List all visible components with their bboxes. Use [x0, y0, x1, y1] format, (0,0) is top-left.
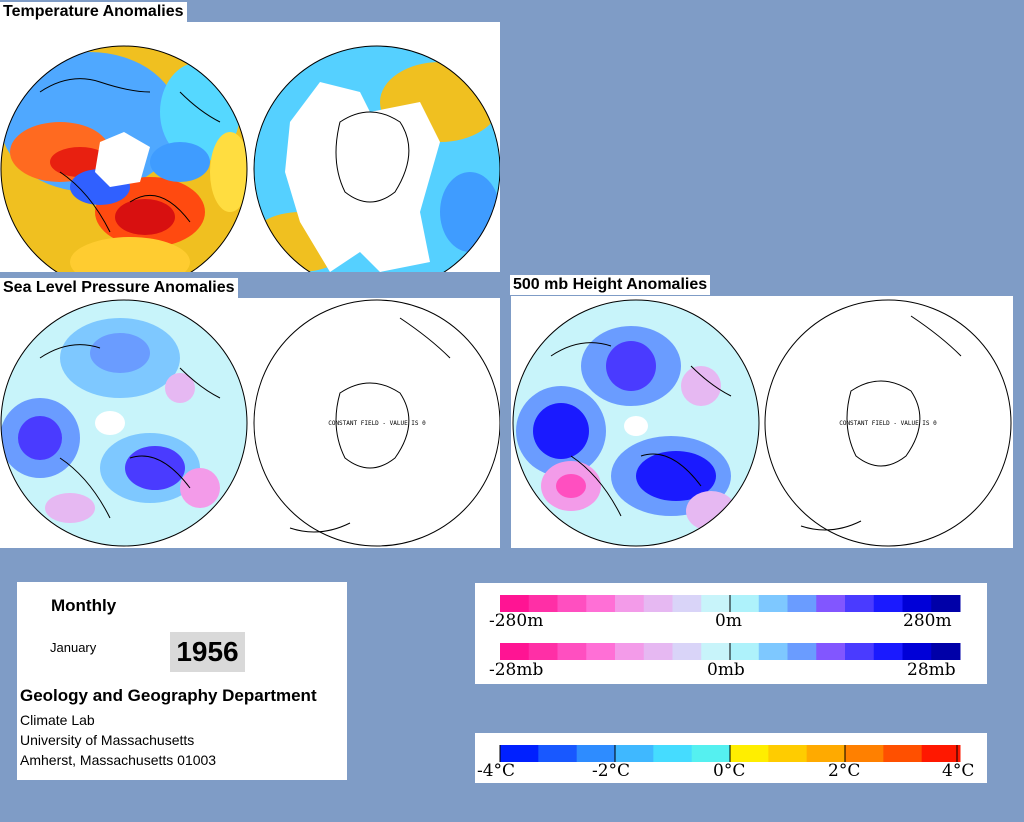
period-label: Monthly	[51, 596, 117, 615]
bar-pressure-segment	[701, 643, 731, 660]
bar-temp-segment	[615, 745, 654, 762]
bar-height-segment	[528, 595, 558, 612]
bar-pressure-segment	[931, 643, 961, 660]
slp-constant-field-label: CONSTANT FIELD - VALUE IS 0	[328, 420, 426, 427]
nh-temperature-globe	[1, 46, 247, 272]
height-panel: CONSTANT FIELD - VALUE IS 0	[511, 296, 1013, 548]
sh-slp-globe	[253, 299, 500, 547]
bar-temp-segment	[845, 745, 884, 762]
anomaly-color-bars	[500, 595, 961, 660]
bar-pressure-segment	[758, 643, 788, 660]
height-scale-min: -280m	[489, 611, 544, 631]
bar-height-segment	[845, 595, 875, 612]
university-label: University of Massachusetts	[20, 732, 195, 748]
department-label: Geology and Geography Department	[20, 686, 317, 705]
bar-height-segment	[586, 595, 616, 612]
bar-temp-segment	[883, 745, 923, 762]
bar-height-segment	[873, 595, 903, 612]
bar-pressure-segment	[643, 643, 673, 660]
bar-height-segment	[557, 595, 587, 612]
temp-tick-2: 0°C	[713, 761, 746, 781]
bar-pressure-segment	[845, 643, 875, 660]
pressure-color-bar	[500, 643, 961, 660]
lab-label: Climate Lab	[20, 712, 95, 728]
height-constant-field-label: CONSTANT FIELD - VALUE IS 0	[839, 420, 937, 427]
bar-temp-segment	[500, 745, 539, 762]
bar-pressure-segment	[730, 643, 760, 660]
bar-pressure-segment	[787, 643, 817, 660]
height-scale-max: 280m	[903, 611, 952, 631]
bar-pressure-segment	[528, 643, 558, 660]
pressure-scale-mid: 0mb	[707, 660, 745, 680]
slp-title: Sea Level Pressure Anomalies	[0, 278, 238, 298]
temperature-color-bar-svg	[499, 745, 961, 762]
temp-tick-4: 4°C	[942, 761, 975, 781]
slp-panel: CONSTANT FIELD - VALUE IS 0	[0, 298, 500, 548]
bar-height-segment	[730, 595, 760, 612]
bar-temp-segment	[806, 745, 846, 762]
temp-tick-1: -2°C	[592, 761, 631, 781]
year-label: 1956	[170, 632, 245, 672]
bar-height-segment	[643, 595, 673, 612]
bar-height-segment	[701, 595, 731, 612]
anomaly-scale-box: -280m 0m 280m -28mb 0mb 28mb	[475, 583, 987, 684]
slp-maps: CONSTANT FIELD - VALUE IS 0	[0, 299, 500, 547]
info-box: Monthly January 1956 Geology and Geograp…	[17, 582, 347, 780]
nh-slp-globe	[1, 300, 247, 546]
height-scale-mid: 0m	[715, 611, 742, 631]
temperature-scale-box: -4°C -2°C 0°C 2°C 4°C	[475, 733, 987, 783]
pressure-scale-min: -28mb	[489, 660, 544, 680]
pressure-scale-max: 28mb	[907, 660, 956, 680]
height-title: 500 mb Height Anomalies	[510, 275, 711, 295]
address-label: Amherst, Massachusetts 01003	[20, 752, 217, 768]
sh-temperature-globe	[254, 46, 500, 272]
bar-height-segment	[816, 595, 846, 612]
temperature-maps	[0, 45, 500, 272]
bar-height-segment	[758, 595, 788, 612]
bar-temp-segment	[691, 745, 731, 762]
temperature-panel	[0, 22, 500, 272]
bar-pressure-segment	[672, 643, 702, 660]
bar-height-segment	[672, 595, 702, 612]
bar-pressure-segment	[557, 643, 587, 660]
bar-pressure-segment	[615, 643, 645, 660]
bar-pressure-segment	[586, 643, 616, 660]
bar-temp-segment	[921, 745, 961, 762]
temperature-title: Temperature Anomalies	[0, 2, 187, 22]
bar-height-segment	[931, 595, 961, 612]
bar-height-segment	[902, 595, 932, 612]
temperature-color-bar	[499, 745, 961, 762]
bar-pressure-segment	[500, 643, 530, 660]
nh-height-globe	[513, 300, 759, 546]
bar-temp-segment	[653, 745, 693, 762]
bar-height-segment	[615, 595, 645, 612]
bar-height-segment	[500, 595, 530, 612]
bar-pressure-segment	[902, 643, 932, 660]
height-maps: CONSTANT FIELD - VALUE IS 0	[512, 299, 1012, 547]
bar-temp-segment	[576, 745, 616, 762]
bar-height-segment	[787, 595, 817, 612]
bar-pressure-segment	[873, 643, 903, 660]
height-color-bar	[500, 595, 961, 612]
bar-temp-segment	[538, 745, 578, 762]
sh-height-globe	[764, 299, 1012, 547]
temp-tick-3: 2°C	[828, 761, 861, 781]
month-label: January	[50, 640, 97, 655]
temp-tick-0: -4°C	[477, 761, 516, 781]
bar-temp-segment	[768, 745, 808, 762]
bar-pressure-segment	[816, 643, 846, 660]
bar-temp-segment	[730, 745, 769, 762]
